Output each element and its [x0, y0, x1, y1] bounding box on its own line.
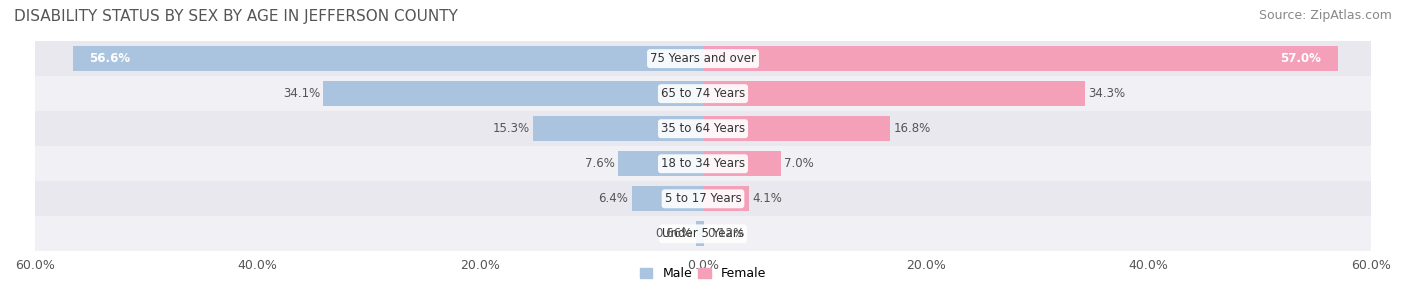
Bar	[73, 46, 703, 71]
Text: 75 Years and over: 75 Years and over	[650, 52, 756, 65]
Bar	[35, 41, 1371, 76]
Text: 7.0%: 7.0%	[785, 157, 814, 170]
Text: 16.8%: 16.8%	[893, 122, 931, 135]
Bar	[35, 76, 1371, 111]
Bar	[696, 221, 703, 247]
Bar	[35, 111, 1371, 146]
Text: 5 to 17 Years: 5 to 17 Years	[665, 192, 741, 205]
Bar	[35, 181, 1371, 216]
Bar	[703, 186, 748, 211]
Text: 6.4%: 6.4%	[599, 192, 628, 205]
Text: 0.66%: 0.66%	[655, 227, 692, 240]
Text: 65 to 74 Years: 65 to 74 Years	[661, 87, 745, 100]
Text: 56.6%: 56.6%	[90, 52, 131, 65]
Bar	[35, 216, 1371, 251]
Text: Source: ZipAtlas.com: Source: ZipAtlas.com	[1258, 9, 1392, 22]
Text: DISABILITY STATUS BY SEX BY AGE IN JEFFERSON COUNTY: DISABILITY STATUS BY SEX BY AGE IN JEFFE…	[14, 9, 458, 24]
Bar	[35, 146, 1371, 181]
Text: 15.3%: 15.3%	[492, 122, 529, 135]
Text: 7.6%: 7.6%	[585, 157, 614, 170]
Text: 4.1%: 4.1%	[752, 192, 782, 205]
Bar	[703, 46, 1337, 71]
Text: 0.12%: 0.12%	[707, 227, 745, 240]
Bar	[323, 81, 703, 106]
Bar	[619, 151, 703, 176]
Text: 18 to 34 Years: 18 to 34 Years	[661, 157, 745, 170]
Bar	[703, 151, 780, 176]
Bar	[533, 116, 703, 141]
Legend: Male, Female: Male, Female	[636, 262, 770, 285]
Bar	[703, 116, 890, 141]
Text: Under 5 Years: Under 5 Years	[662, 227, 744, 240]
Text: 34.1%: 34.1%	[283, 87, 321, 100]
Bar	[631, 186, 703, 211]
Text: 34.3%: 34.3%	[1088, 87, 1125, 100]
Text: 35 to 64 Years: 35 to 64 Years	[661, 122, 745, 135]
Bar	[703, 81, 1085, 106]
Text: 57.0%: 57.0%	[1279, 52, 1322, 65]
